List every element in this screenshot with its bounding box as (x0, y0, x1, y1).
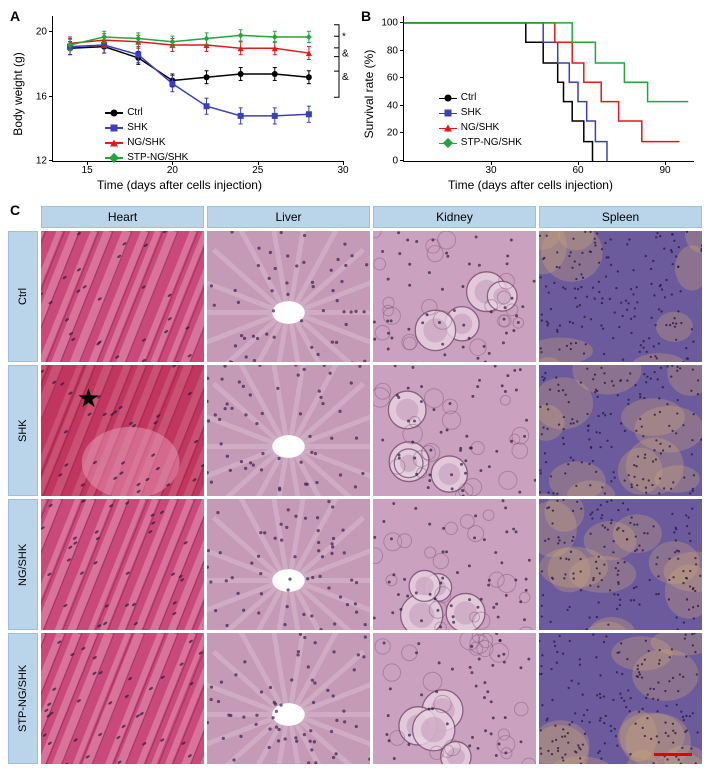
x-tick: 25 (252, 161, 263, 176)
histology-grid: HeartLiverKidneySpleen CtrlSHK ★ NG/SHKSTP-… (8, 206, 702, 764)
legend-label: NG/SHK (461, 121, 499, 135)
y-tick: 16 (36, 91, 53, 102)
histology-image (539, 499, 702, 630)
row-header: NG/SHK (8, 499, 38, 630)
histology-image (207, 365, 370, 496)
y-tick: 60 (387, 73, 404, 84)
star-marker: ★ (77, 383, 100, 414)
row-header: SHK (8, 365, 38, 496)
histology-image (207, 633, 370, 764)
legend-label: NG/SHK (127, 136, 165, 150)
svg-text:&: & (342, 49, 349, 60)
scale-bar (654, 753, 692, 756)
panel-b: B 020406080100306090CtrlSHKNG/SHKSTP-NG/… (359, 8, 702, 198)
histology-image (539, 365, 702, 496)
histology-image (373, 365, 536, 496)
legend-item: NG/SHK (105, 136, 188, 150)
histology-image (373, 633, 536, 764)
histology-image (207, 231, 370, 362)
legend-label: STP-NG/SHK (461, 136, 522, 150)
row-header: Ctrl (8, 231, 38, 362)
legend-item: SHK (439, 106, 522, 120)
y-tick: 40 (387, 100, 404, 111)
svg-text:*: * (342, 31, 346, 42)
legend: CtrlSHKNG/SHKSTP-NG/SHK (105, 106, 188, 166)
chart-b-canvas: 020406080100306090CtrlSHKNG/SHKSTP-NG/SH… (403, 16, 694, 162)
column-header: Liver (207, 206, 370, 228)
histology-image (373, 231, 536, 362)
x-tick: 90 (659, 161, 670, 176)
legend-item: Ctrl (105, 106, 188, 120)
legend-item: NG/SHK (439, 121, 522, 135)
histology-image (373, 499, 536, 630)
x-tick: 30 (337, 161, 348, 176)
x-tick: 60 (572, 161, 583, 176)
panel-a: A *&& 12162015202530CtrlSHKNG/SHKSTP-NG/… (8, 8, 351, 198)
legend-label: SHK (461, 106, 482, 120)
y-tick: 12 (36, 156, 53, 167)
histology-image (539, 231, 702, 362)
legend-label: STP-NG/SHK (127, 151, 188, 165)
column-header: Spleen (539, 206, 702, 228)
panel-c-label: C (10, 202, 20, 218)
legend: CtrlSHKNG/SHKSTP-NG/SHK (439, 91, 522, 151)
chart-b-xlabel: Time (days after cells injection) (448, 178, 613, 192)
histology-image (41, 231, 204, 362)
legend-item: SHK (105, 121, 188, 135)
y-tick: 80 (387, 45, 404, 56)
y-tick: 0 (392, 156, 404, 167)
row-header: STP-NG/SHK (8, 633, 38, 764)
x-tick: 30 (485, 161, 496, 176)
x-tick: 15 (82, 161, 93, 176)
histology-image (539, 633, 702, 764)
column-header: Kidney (373, 206, 536, 228)
panel-b-label: B (361, 8, 371, 24)
column-header: Heart (41, 206, 204, 228)
histology-image (41, 499, 204, 630)
legend-item: Ctrl (439, 91, 522, 105)
legend-label: Ctrl (461, 91, 477, 105)
legend-item: STP-NG/SHK (105, 151, 188, 165)
histology-image (41, 633, 204, 764)
chart-a-svg: *&& (53, 16, 343, 161)
legend-label: SHK (127, 121, 148, 135)
chart-a-ylabel: Body weight (g) (11, 52, 25, 135)
chart-a-canvas: *&& 12162015202530CtrlSHKNG/SHKSTP-NG/SH… (52, 16, 343, 162)
legend-item: STP-NG/SHK (439, 136, 522, 150)
y-tick: 100 (381, 17, 404, 28)
svg-text:&: & (342, 72, 349, 83)
chart-a-xlabel: Time (days after cells injection) (97, 178, 262, 192)
chart-b-ylabel: Survival rate (%) (362, 49, 376, 138)
histology-image: ★ (41, 365, 204, 496)
y-tick: 20 (387, 128, 404, 139)
panel-a-label: A (10, 8, 20, 24)
y-tick: 20 (36, 27, 53, 38)
legend-label: Ctrl (127, 106, 143, 120)
histology-image (207, 499, 370, 630)
